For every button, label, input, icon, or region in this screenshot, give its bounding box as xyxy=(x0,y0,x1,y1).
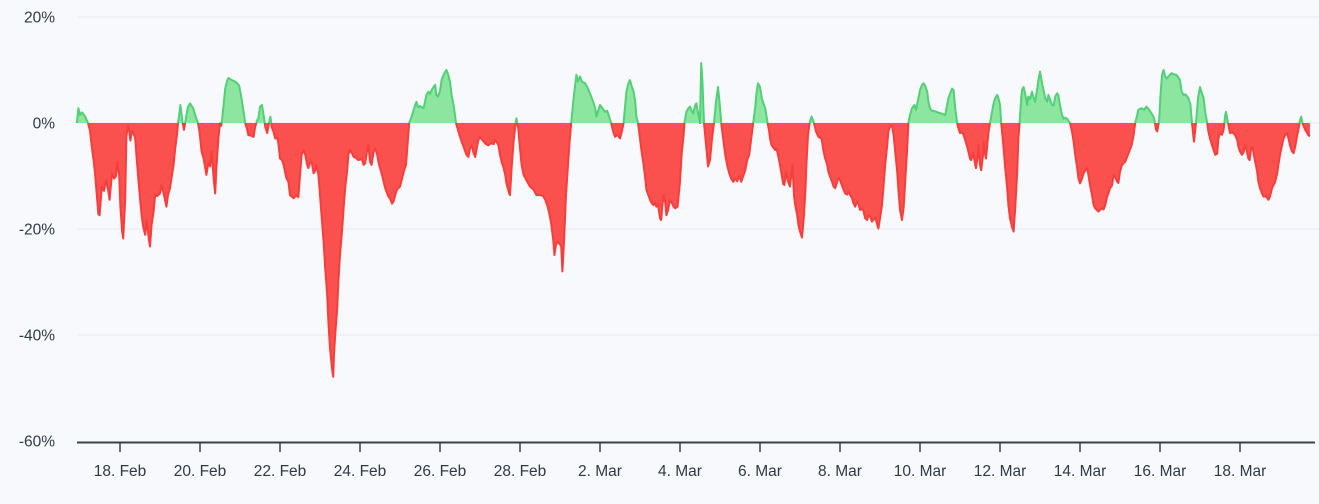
positive-edge-line xyxy=(75,62,1304,123)
y-axis-label: -40% xyxy=(19,328,55,345)
negative-edge-line xyxy=(76,123,1311,378)
x-axis-label: 4. Mar xyxy=(658,463,702,480)
y-axis-label: 20% xyxy=(24,10,55,27)
x-axis-label: 24. Feb xyxy=(334,463,387,480)
x-axis-label: 20. Feb xyxy=(174,463,227,480)
x-axis-label: 28. Feb xyxy=(494,463,547,480)
x-axis-label: 6. Mar xyxy=(738,463,782,480)
x-axis-label: 10. Mar xyxy=(894,463,947,480)
y-axis-label: -60% xyxy=(19,434,55,451)
x-axis-label: 12. Mar xyxy=(974,463,1027,480)
positive-area xyxy=(76,63,1310,123)
x-axis-label: 8. Mar xyxy=(818,463,862,480)
x-axis-label: 22. Feb xyxy=(254,463,307,480)
x-axis-label: 18. Feb xyxy=(94,463,147,480)
x-axis-label: 16. Mar xyxy=(1134,463,1187,480)
y-axis-label: -20% xyxy=(19,222,55,239)
x-axis-label: 18. Mar xyxy=(1214,463,1267,480)
x-axis-label: 2. Mar xyxy=(578,463,622,480)
x-axis-label: 26. Feb xyxy=(414,463,467,480)
y-axis-label: 0% xyxy=(33,116,56,133)
x-axis-label: 14. Mar xyxy=(1054,463,1107,480)
